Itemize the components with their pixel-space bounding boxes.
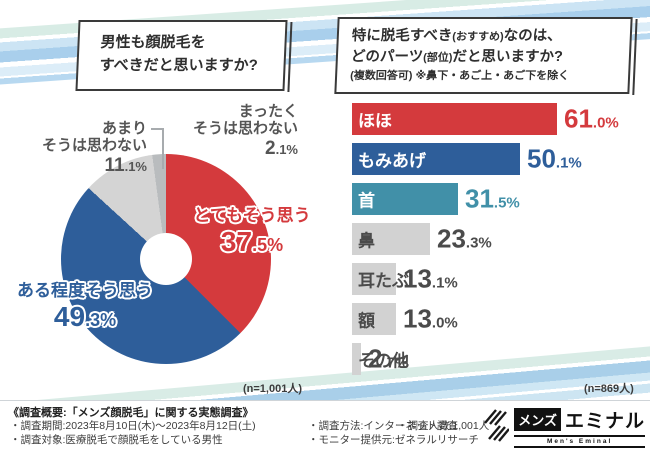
bar: 耳たぶ <box>352 263 409 295</box>
bar-value: 23.3% <box>437 224 492 255</box>
pie-value-strongly-agree: 37.5% <box>220 226 284 257</box>
bar-value: 2.7% <box>368 344 408 375</box>
bar-label: 首 <box>358 191 375 211</box>
question-bars-line2: どのパーツ(部位)だと思いますか? <box>350 49 564 66</box>
pie-label-strongly-agree: とてもそう思う 37.5% <box>182 201 322 258</box>
bar-label: 耳たぶ <box>358 271 409 291</box>
bar-value-int: 31 <box>465 183 494 214</box>
leader-line-horizontal <box>151 128 163 130</box>
logo-en-label: Men's Eminal <box>514 435 645 448</box>
bar-value-frac: .5% <box>493 194 520 212</box>
bar-value-int: 50 <box>527 143 556 174</box>
pie-label-not-really: あまり そうは思わない 11.1% <box>7 120 148 176</box>
bar-chart: ほほ 61.0% もみあげ 50.1% 首 31.5% 鼻 23.3% <box>352 103 648 383</box>
bar-value-frac: .7% <box>382 354 409 372</box>
bar-label: その他 <box>358 351 409 371</box>
pie-value-somewhat-agree: 49.3% <box>53 301 117 332</box>
bar-value: 61.0% <box>564 104 619 135</box>
survey-overview-heading: 《調査概要:「メンズ顔脱毛」に関する実態調査》 <box>8 407 254 419</box>
bar-label: 鼻 <box>358 231 375 251</box>
bar-value-frac: .3% <box>465 234 492 252</box>
sample-size-bars: (n=869人) <box>584 383 634 395</box>
bar: ほほ <box>352 103 557 135</box>
bar-row: 首 31.5% <box>352 183 648 215</box>
bar-value-frac: .0% <box>592 114 619 132</box>
logo-text: メンズ エミナル Men's Eminal <box>514 406 645 448</box>
bar-value-int: 23 <box>437 223 466 254</box>
bar-value-frac: .1% <box>555 154 582 172</box>
survey-period: ・調査期間:2023年8月10日(木)〜2023年8月12日(土) <box>10 420 256 432</box>
bar-row: 鼻 23.3% <box>352 223 648 255</box>
survey-method: ・調査方法:インターネット調査 <box>308 420 458 432</box>
footer: 《調査概要:「メンズ顔脱毛」に関する実態調査》 ・調査期間:2023年8月10日… <box>0 400 650 450</box>
sample-size-pie: (n=1,001人) <box>243 383 302 395</box>
question-bars-line1: 特に脱毛すべき(おすすめ)なのは、 <box>351 28 563 44</box>
question-pie-line1: 男性も顔脱毛を <box>100 34 206 51</box>
survey-target: ・調査対象:医療脱毛で顔脱毛をしている男性 <box>10 434 223 446</box>
bar-value-int: 13 <box>403 303 432 334</box>
bar-value: 13.0% <box>403 304 458 335</box>
bar-row: 額 13.0% <box>352 303 648 335</box>
bar-value: 13.1% <box>403 264 458 295</box>
bar-value: 31.5% <box>465 184 520 215</box>
bar-value-int: 61 <box>564 103 593 134</box>
bar-value-int: 2 <box>368 343 383 374</box>
logo-jp-eminal: エミナル <box>564 411 645 432</box>
question-box-pie: 男性も顔脱毛を すべきだと思いますか? <box>75 20 288 91</box>
pie-value-not-really: 11.1% <box>104 154 148 176</box>
question-pie-line2: すべきだと思いますか? <box>99 57 259 75</box>
bar-label: もみあげ <box>358 151 426 171</box>
survey-monitor: ・モニター提供元:ゼネラルリサーチ <box>308 434 479 446</box>
bar: 首 <box>352 183 458 215</box>
bar: その他 <box>352 343 409 375</box>
leader-line-vertical <box>162 128 164 169</box>
bar-value-frac: .1% <box>431 274 458 292</box>
bar-value-frac: .0% <box>431 314 458 332</box>
pie-label-not-at-all: まったく そうは思わない 2.1% <box>168 103 298 159</box>
logo-stripes-icon <box>483 408 511 447</box>
bar: 額 <box>352 303 396 335</box>
donut-chart <box>61 154 271 364</box>
question-box-bars: 特に脱毛すべき(おすすめ)なのは、 どのパーツ(部位)だと思いますか? (複数回… <box>334 17 633 94</box>
pie-value-not-at-all: 2.1% <box>265 137 298 159</box>
brand-logo: メンズ エミナル Men's Eminal <box>483 406 645 448</box>
bar: もみあげ <box>352 143 520 175</box>
bar-value: 50.1% <box>527 144 582 175</box>
question-bars-note: (複数回答可) ※鼻下・あご上・あご下を除く <box>349 70 570 83</box>
bar-value-int: 13 <box>403 263 432 294</box>
pie-label-somewhat-agree: ある程度そう思う 49.3% <box>6 276 164 333</box>
logo-jp-mens: メンズ <box>514 408 561 431</box>
bar-row: ほほ 61.0% <box>352 103 648 135</box>
survey-count: ・調査人数:1,001人 <box>397 420 490 432</box>
bar: 鼻 <box>352 223 430 255</box>
bar-label: ほほ <box>358 111 392 131</box>
bar-row: もみあげ 50.1% <box>352 143 648 175</box>
bar-label: 額 <box>358 311 375 331</box>
bar-row: 耳たぶ 13.1% <box>352 263 648 295</box>
bar-row: その他 2.7% <box>352 343 648 375</box>
